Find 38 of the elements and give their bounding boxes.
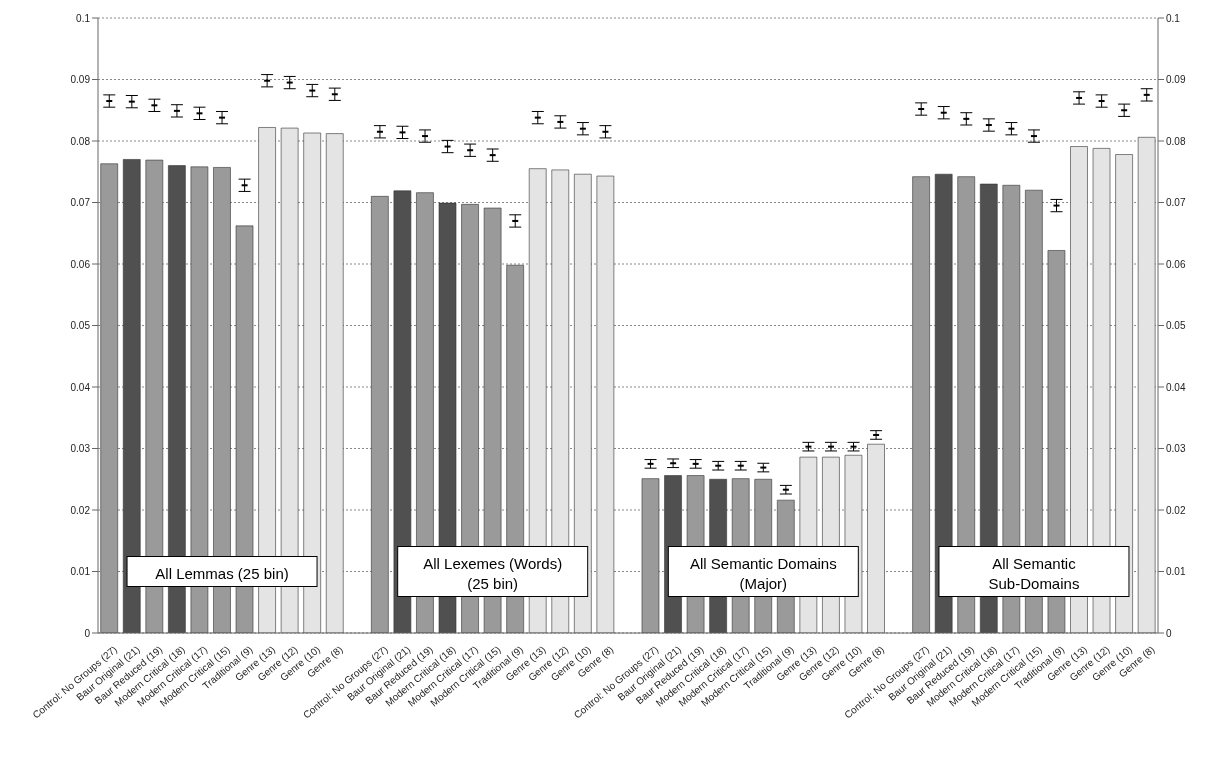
y-tick-label: 0.06: [70, 258, 91, 270]
y-tick-label: 0.08: [70, 135, 91, 147]
y2-tick-label: 0.01: [1166, 566, 1186, 578]
y-tick-label: 0.1: [76, 12, 91, 24]
y2-tick-label: 0.04: [1166, 381, 1186, 393]
annotation: All Lemmas (25 bin): [155, 564, 289, 582]
annotation: All Lexemes (Words) (25 bin): [423, 554, 563, 592]
y2-tick-label: 0.05: [1166, 320, 1186, 332]
bar: [641, 478, 660, 633]
y-tick-label: 0.04: [70, 381, 91, 393]
y-tick-label: 0.07: [70, 197, 91, 209]
y2-tick-label: 0.02: [1166, 504, 1186, 516]
y2-tick-label: 0.07: [1166, 197, 1186, 209]
bar: [912, 176, 930, 633]
y2-tick-label: 0.03: [1166, 443, 1186, 455]
bar: [596, 175, 615, 633]
y2-tick-label: 0.06: [1166, 258, 1186, 270]
y-tick-label: 0.09: [70, 74, 91, 86]
y2-tick-label: 0: [1166, 627, 1172, 639]
y2-tick-label: 0.09: [1166, 74, 1186, 86]
bar: [867, 443, 885, 633]
bar: [1137, 137, 1156, 633]
bar: [325, 133, 344, 633]
y2-tick-label: 0.08: [1166, 135, 1186, 147]
y-tick-label: 0.03: [70, 443, 91, 455]
bar: [122, 159, 141, 633]
y-tick-label: 0.02: [70, 504, 91, 516]
bar: [371, 196, 389, 633]
bar: [1092, 148, 1111, 633]
annotation: All Semantic Domains (Major): [689, 554, 837, 592]
y-tick-label: 0.01: [70, 566, 91, 578]
bar: [303, 132, 321, 633]
y2-tick-label: 0.1: [1166, 12, 1181, 24]
y-tick-label: 0.05: [70, 320, 91, 332]
bar: [100, 163, 119, 633]
y-tick-label: 0: [84, 627, 91, 639]
bar: [1115, 154, 1133, 633]
annotation: All Semantic Sub-Domains: [988, 554, 1080, 592]
